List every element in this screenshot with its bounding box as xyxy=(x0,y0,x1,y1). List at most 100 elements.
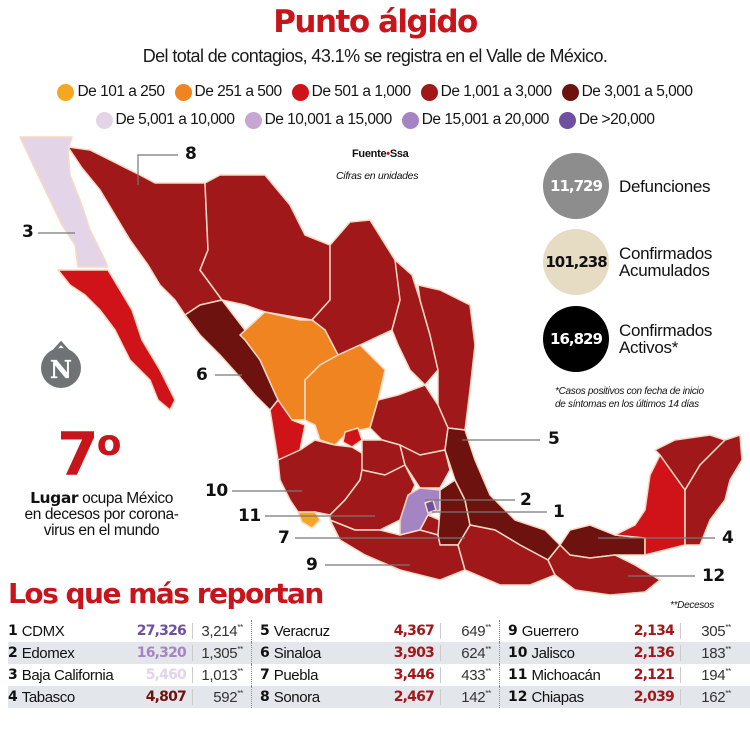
stat-value: 16,829 xyxy=(550,330,603,348)
table-cell-group: 2 Edomex 16,320 1,305** xyxy=(8,642,251,664)
stat-circle: 11,729 xyxy=(543,153,609,219)
swatch-251-500 xyxy=(174,83,192,101)
source-dot: • xyxy=(386,148,390,160)
deaths-value: 649 xyxy=(461,622,486,640)
state-rank: 9 xyxy=(508,623,518,639)
state-baja-california-sur xyxy=(57,269,176,411)
state-quintana-roo xyxy=(684,434,743,546)
legend-label: De 501 a 1,000 xyxy=(311,83,412,100)
deaths-marker: ** xyxy=(485,666,491,676)
state-name: Puebla xyxy=(273,666,319,684)
deaths-note: **Decesos xyxy=(670,600,714,611)
deaths-marker: ** xyxy=(725,688,731,698)
deaths-value: 142 xyxy=(461,688,486,706)
state-deaths: 183** xyxy=(681,645,739,662)
deaths-value: 162 xyxy=(701,688,726,706)
state-deaths: 1,305** xyxy=(193,645,251,662)
map-label-4: 4 xyxy=(722,528,734,548)
stat-label-line: Confirmados xyxy=(619,321,713,340)
state-cases: 16,320 xyxy=(123,645,193,661)
swatch-15001-20000 xyxy=(401,111,419,129)
legend-item: De >20,000 xyxy=(558,111,655,129)
deaths-marker: ** xyxy=(725,666,731,676)
source-credit: Fuente•Ssa xyxy=(352,148,409,160)
state-name: CDMX xyxy=(21,622,65,640)
table-row: 1 CDMX 27,326 3,214** 5 Veracruz 4,367 649** 9 Gu… xyxy=(8,620,750,642)
state-name: Jalisco xyxy=(531,644,575,662)
source-prefix: Fuente xyxy=(352,148,387,160)
state-cases: 27,326 xyxy=(123,623,193,639)
stat-circle: 16,829 xyxy=(543,306,609,372)
state-rank: 4 xyxy=(8,689,18,705)
table-cell-group: 9 Guerrero 2,134 305** xyxy=(499,620,739,642)
state-aguascalientes xyxy=(342,427,363,448)
deaths-value: 305 xyxy=(701,622,726,640)
legend-item: De 251 a 500 xyxy=(174,83,282,101)
mexico-map xyxy=(19,136,743,596)
states-table: 1 CDMX 27,326 3,214** 5 Veracruz 4,367 649** 9 Gu… xyxy=(8,620,750,708)
table-cell-group: 11 Michoacán 2,121 194** xyxy=(499,664,739,686)
deaths-marker: ** xyxy=(237,622,243,632)
page-subtitle: Del total de contagios, 43.1% se registr… xyxy=(142,46,608,66)
state-deaths: 162** xyxy=(681,689,739,706)
map-label-1: 1 xyxy=(553,502,565,522)
map-label-12: 12 xyxy=(702,566,725,586)
table-cell-group: 5 Veracruz 4,367 649** xyxy=(251,620,499,642)
swatch-1001-3000 xyxy=(420,83,438,101)
state-name: Guerrero xyxy=(521,622,579,640)
table-title: Los que más reportan xyxy=(8,577,324,610)
deaths-marker: ** xyxy=(485,644,491,654)
stat-circle: 101,238 xyxy=(543,229,609,295)
table-cell-group: 10 Jalisco 2,136 183** xyxy=(499,642,739,664)
state-name: Sonora xyxy=(273,688,320,706)
deaths-value: 183 xyxy=(701,644,726,662)
legend-item: De 3,001 a 5,000 xyxy=(561,83,693,101)
state-cases: 2,136 xyxy=(611,645,681,661)
map-label-5: 5 xyxy=(548,429,560,449)
deaths-marker: ** xyxy=(725,622,731,632)
deaths-value: 624 xyxy=(461,644,486,662)
deaths-marker: ** xyxy=(725,644,731,654)
deaths-marker: ** xyxy=(237,644,243,654)
state-colima xyxy=(297,511,321,529)
swatch-10001-15000 xyxy=(244,111,262,129)
state-deaths: 142** xyxy=(441,689,499,706)
state-cases: 3,903 xyxy=(371,645,441,661)
table-cell-group: 3 Baja California 5,460 1,013** xyxy=(8,664,251,686)
state-cases: 3,446 xyxy=(371,667,441,683)
legend-label: De >20,000 xyxy=(578,111,655,128)
deaths-value: 1,013 xyxy=(201,666,238,684)
state-rank: 5 xyxy=(260,623,270,639)
stat-label-line: Acumulados xyxy=(619,261,710,280)
rank-ordinal: o xyxy=(96,423,122,464)
state-name: Chiapas xyxy=(531,688,584,706)
map-label-3: 3 xyxy=(22,222,34,242)
map-label-2: 2 xyxy=(520,490,532,510)
stat-confirmados-activos: 16,829 Confirmados Activos* xyxy=(543,306,712,372)
state-name: Michoacán xyxy=(531,666,601,684)
legend-row-2: De 5,001 a 10,000 De 10,001 a 15,000 De … xyxy=(0,111,750,129)
state-deaths: 1,013** xyxy=(193,667,251,684)
state-rank: 3 xyxy=(8,667,18,683)
swatch-3001-5000 xyxy=(561,83,579,101)
state-name: Veracruz xyxy=(273,622,330,640)
map-label-6: 6 xyxy=(196,365,208,385)
footnote-line: de síntomas en los últimos 14 días xyxy=(555,399,699,410)
stat-label-line: Confirmados xyxy=(619,244,713,263)
svg-text:N: N xyxy=(50,355,72,384)
map-label-10: 10 xyxy=(205,481,228,501)
map-label-11: 11 xyxy=(238,506,261,526)
stat-value: 101,238 xyxy=(545,253,607,271)
legend-row-1: De 101 a 250 De 251 a 500 De 501 a 1,000… xyxy=(0,83,750,101)
deaths-marker: ** xyxy=(485,688,491,698)
legend-label: De 10,001 a 15,000 xyxy=(264,111,393,128)
table-row: 3 Baja California 5,460 1,013** 7 Puebla 3,446… xyxy=(8,664,750,686)
legend-item: De 15,001 a 20,000 xyxy=(401,111,549,129)
stats-footnote: *Casos positivos con fecha de inicio de s… xyxy=(555,385,704,411)
rank-line: ocupa México xyxy=(78,490,173,507)
state-chiapas xyxy=(547,544,661,596)
deaths-marker: ** xyxy=(237,688,243,698)
page-title: Punto álgido xyxy=(273,4,478,40)
state-cases: 2,039 xyxy=(611,689,681,705)
state-rank: 12 xyxy=(508,689,528,705)
